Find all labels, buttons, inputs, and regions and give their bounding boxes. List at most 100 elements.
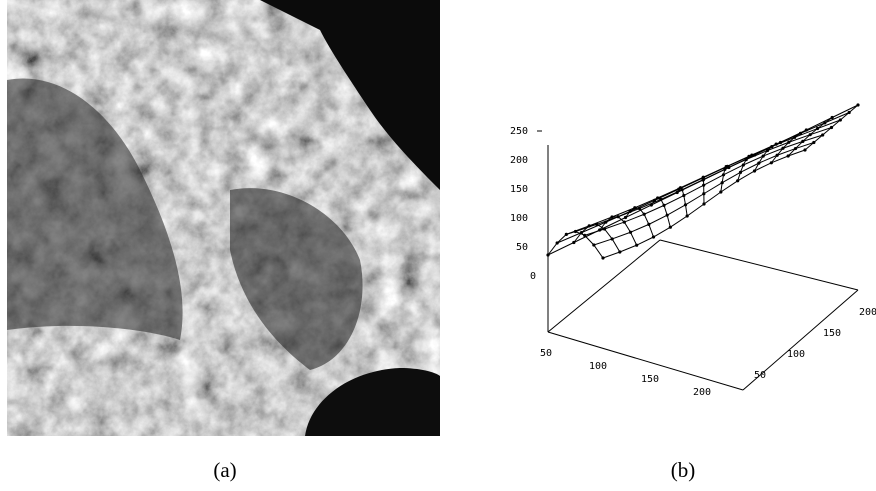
mesh-vertex — [572, 241, 575, 244]
mesh-vertex — [556, 241, 559, 244]
mesh-vertex — [787, 141, 790, 144]
mesh-vertex — [604, 221, 607, 224]
caption: (b) — [671, 458, 696, 482]
z-tick-label: 200 — [510, 155, 528, 166]
mesh-vertex — [633, 206, 636, 209]
mesh-vertex — [723, 168, 726, 171]
x-tick-label: 50 — [540, 348, 552, 359]
mesh-vertex — [702, 192, 705, 195]
z-tick-label: 150 — [510, 184, 528, 195]
mesh-vertex — [666, 214, 669, 217]
mesh-vertex — [546, 253, 549, 256]
mesh-vertex — [595, 223, 598, 226]
mesh-vertex — [766, 149, 769, 152]
mesh-vertex — [629, 210, 632, 213]
x-tick-label: 100 — [589, 361, 607, 372]
z-tick-label: 250 — [510, 126, 528, 137]
mesh-vertex — [592, 243, 595, 246]
mesh-vertex — [702, 202, 705, 205]
surface-mesh — [546, 103, 859, 259]
mesh-vertex — [742, 163, 745, 166]
mesh-vertex — [603, 227, 606, 230]
mesh-vertex — [623, 220, 626, 223]
mesh-vertex — [598, 228, 601, 231]
mesh-vertex — [650, 203, 653, 206]
mesh-vertex — [684, 203, 687, 206]
mesh-vertex — [656, 196, 659, 199]
mesh-vertex — [753, 153, 756, 156]
x-tick-label: 200 — [693, 387, 711, 398]
mesh-vertex — [770, 145, 773, 148]
plot-3d — [537, 131, 858, 390]
mesh-vertex — [635, 244, 638, 247]
mesh-vertex — [805, 128, 808, 131]
y-tick-label: 150 — [823, 328, 841, 339]
mesh-vertex — [601, 256, 604, 259]
floor-edge — [660, 240, 858, 290]
mesh-vertex — [823, 121, 826, 124]
mesh-vertex — [803, 148, 806, 151]
mesh-vertex — [624, 216, 627, 219]
mesh-vertex — [762, 154, 765, 157]
mesh-vertex — [775, 143, 778, 146]
mesh-vertex — [750, 154, 753, 157]
mesh-vertex — [747, 155, 750, 158]
mesh-vertex — [745, 158, 748, 161]
mesh-vertex — [676, 191, 679, 194]
mesh-vertex — [617, 215, 620, 218]
z-tick-label: 50 — [516, 242, 528, 253]
y-tick-label: 50 — [754, 370, 766, 381]
mesh-vertex — [799, 132, 802, 135]
mesh-vertex — [669, 226, 672, 229]
z-tick-label: 0 — [530, 271, 536, 282]
mesh-vertex — [588, 224, 591, 227]
mesh-vertex — [719, 190, 722, 193]
mesh-vertex — [659, 198, 662, 201]
mesh-vertex — [848, 111, 851, 114]
mesh-vertex — [686, 214, 689, 217]
y-tick-label: 200 — [859, 307, 876, 318]
mesh-vertex — [662, 204, 665, 207]
mesh-vertex — [831, 116, 834, 119]
mesh-vertex — [574, 230, 577, 233]
caption: (a) — [213, 458, 236, 482]
mesh-vertex — [610, 215, 613, 218]
mesh-vertex — [812, 141, 815, 144]
mesh-vertex — [611, 237, 614, 240]
mesh-vertex — [801, 140, 804, 143]
mesh-vertex — [821, 133, 824, 136]
mesh-vertex — [647, 223, 650, 226]
mesh-vertex — [776, 154, 779, 157]
mesh-vertex — [580, 231, 583, 234]
mesh-vertex — [682, 194, 685, 197]
mesh-vertex — [652, 235, 655, 238]
mesh-vertex — [643, 213, 646, 216]
mesh-vertex — [794, 147, 797, 150]
mesh-vertex — [753, 169, 756, 172]
mesh-vertex — [787, 154, 790, 157]
mesh-vertex — [702, 178, 705, 181]
mesh-vertex — [839, 118, 842, 121]
satellite-image — [7, 0, 440, 436]
mesh-vertex — [809, 133, 812, 136]
mesh-vertex — [681, 188, 684, 191]
mesh-vertex — [816, 127, 819, 130]
mesh-vertex — [770, 161, 773, 164]
mesh-vertex — [653, 199, 656, 202]
mesh-vertex — [702, 184, 705, 187]
mesh-vertex — [781, 147, 784, 150]
mesh-vertex — [629, 231, 632, 234]
mesh-vertex — [856, 103, 859, 106]
mesh-vertex — [565, 233, 568, 236]
mesh-vertex — [721, 181, 724, 184]
mesh-vertex — [779, 141, 782, 144]
mesh-vertex — [583, 234, 586, 237]
mesh-vertex — [618, 250, 621, 253]
mesh-vertex — [638, 207, 641, 210]
mesh-vertex — [736, 179, 739, 182]
mesh-vertex — [830, 126, 833, 129]
mesh-vertex — [739, 171, 742, 174]
x-tick-label: 150 — [641, 374, 659, 385]
mesh-vertex — [793, 136, 796, 139]
y-tick-label: 100 — [787, 349, 805, 360]
